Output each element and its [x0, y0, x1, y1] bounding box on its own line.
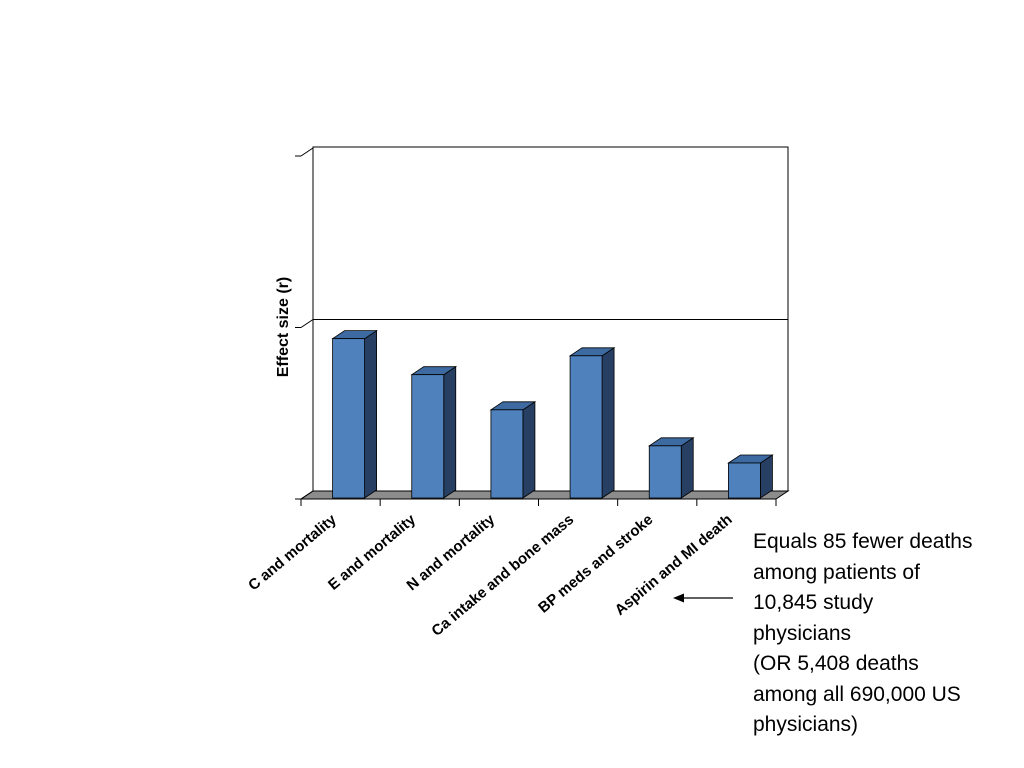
annotation-line: Equals 85 fewer deaths — [753, 530, 973, 553]
bar-side — [364, 329, 377, 499]
bar-front — [411, 374, 445, 499]
bar-front — [569, 355, 603, 499]
bar — [489, 401, 537, 499]
chart-floor — [299, 490, 790, 500]
annotation-line: (OR 5,408 deaths — [753, 652, 919, 675]
bar-side — [522, 401, 536, 499]
bar-side — [680, 437, 694, 499]
bar-front — [648, 445, 682, 499]
annotation-line: physicians — [753, 621, 852, 645]
bar — [568, 347, 616, 499]
bar-front — [332, 338, 365, 499]
bar-front — [490, 409, 524, 499]
bar — [331, 329, 378, 499]
left-arrow-icon — [673, 593, 733, 603]
annotation-line: among all 690,000 US — [753, 682, 961, 706]
bar-side — [601, 347, 615, 499]
bar-side — [443, 365, 457, 499]
bar — [727, 454, 774, 499]
y-axis-tick-connector — [300, 319, 314, 328]
y-axis-tick-connector — [300, 147, 314, 157]
y-axis-tick-connector — [300, 490, 314, 500]
bar — [647, 437, 695, 499]
y-axis-title: Effect size (r) — [275, 277, 292, 377]
annotation-line: among patients of — [753, 560, 920, 584]
x-tick-label: Ca intake and bone mass — [428, 511, 577, 640]
bar-front — [728, 462, 761, 499]
annotation-line: 10,845 study — [753, 591, 874, 614]
annotation-line: physicians) — [753, 713, 859, 736]
annotation-text: Equals 85 fewer deaths among patients of… — [753, 527, 1013, 741]
bar — [410, 365, 458, 499]
